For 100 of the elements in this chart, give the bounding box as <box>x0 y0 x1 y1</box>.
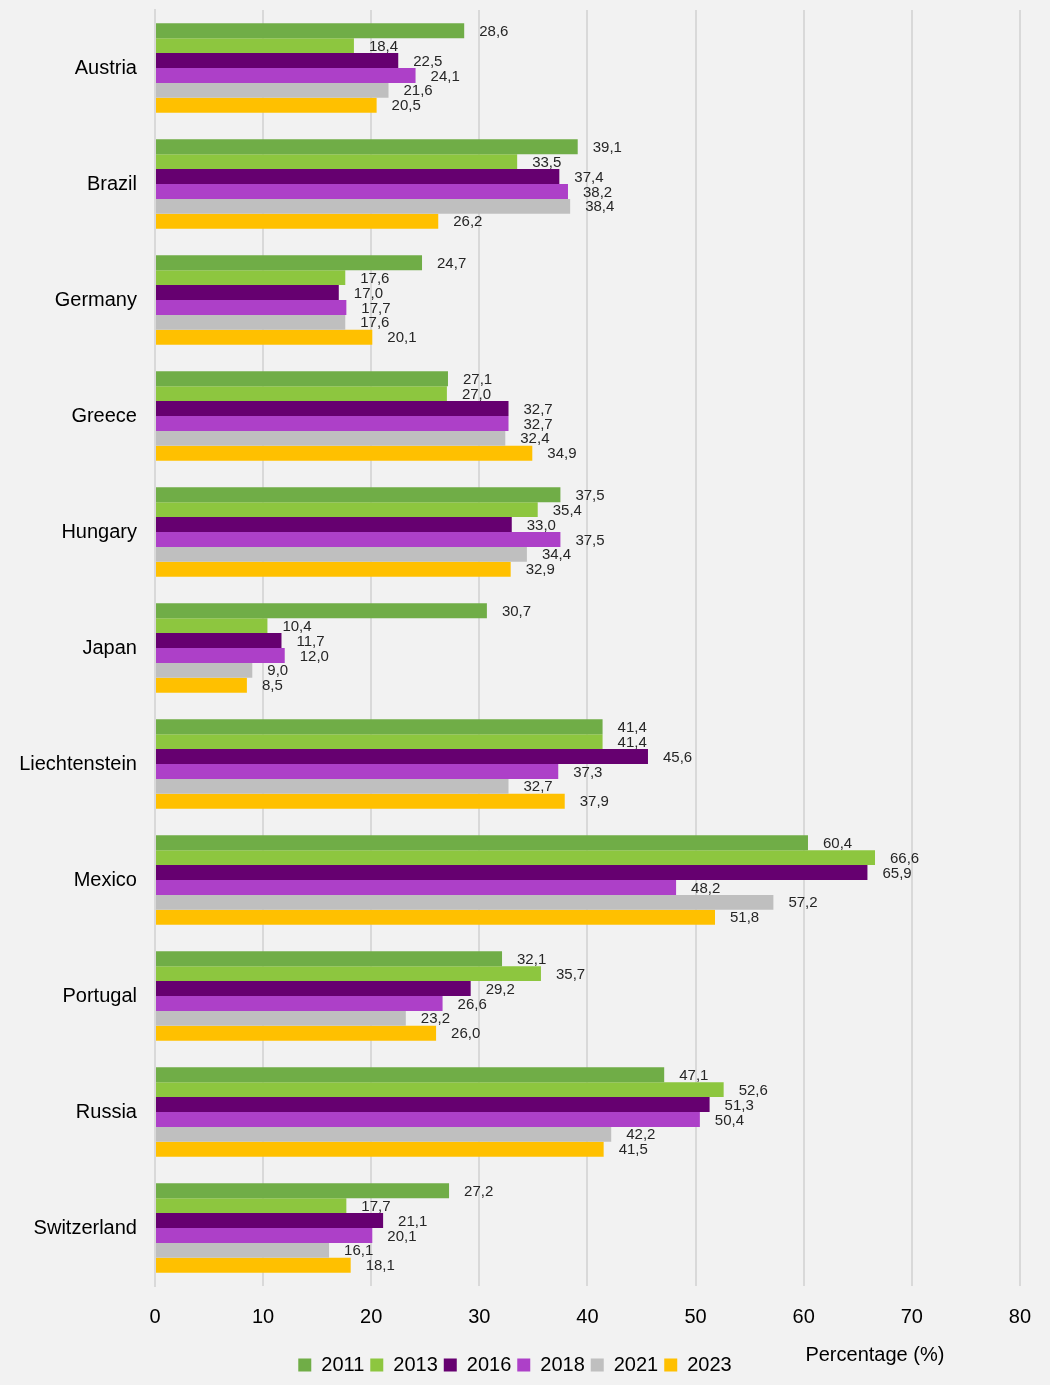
bar <box>156 764 559 779</box>
y-tick-label: Japan <box>82 635 137 658</box>
bar <box>156 648 285 663</box>
bar <box>156 53 399 68</box>
bar <box>156 662 253 678</box>
data-label: 27,2 <box>464 1181 494 1199</box>
bar <box>156 546 527 562</box>
legend-label: 2023 <box>687 1352 732 1375</box>
data-label: 26,2 <box>453 212 483 230</box>
data-label: 35,4 <box>552 500 582 518</box>
x-tick-label: 80 <box>1008 1304 1031 1327</box>
x-tick-label: 20 <box>360 1304 383 1327</box>
bar <box>156 255 423 271</box>
data-label: 20,5 <box>391 96 421 114</box>
legend-label: 2021 <box>613 1352 659 1375</box>
bar <box>156 1257 351 1273</box>
bar <box>156 966 541 982</box>
legend-label: 2011 <box>321 1352 365 1375</box>
bar <box>156 1067 665 1083</box>
data-label: 21,1 <box>398 1211 428 1229</box>
data-label: 51,8 <box>730 908 760 926</box>
bar <box>156 1126 612 1142</box>
bar <box>156 1082 724 1098</box>
y-tick-label: Germany <box>54 287 137 310</box>
x-tick-label: 10 <box>251 1304 275 1327</box>
data-label: 42,2 <box>626 1125 656 1143</box>
bar <box>156 1097 710 1112</box>
data-label: 29,2 <box>485 979 515 997</box>
x-axis-title: Percentage (%) <box>805 1342 945 1365</box>
data-label: 21,6 <box>403 81 433 99</box>
bar <box>156 517 512 532</box>
bar <box>156 719 603 735</box>
bar <box>156 951 503 967</box>
data-label: 52,6 <box>738 1080 768 1098</box>
x-tick-label: 0 <box>149 1304 161 1327</box>
data-label: 8,5 <box>261 676 283 694</box>
data-label: 27,1 <box>462 369 493 387</box>
data-label: 32,7 <box>523 414 553 432</box>
bar <box>156 198 571 214</box>
data-label: 24,7 <box>437 253 467 271</box>
data-label: 47,1 <box>679 1065 709 1083</box>
bar <box>156 502 538 518</box>
x-tick-label: 30 <box>468 1304 491 1327</box>
bar <box>156 778 509 794</box>
data-label: 33,5 <box>532 152 562 170</box>
bar <box>156 1141 604 1157</box>
bar <box>156 618 268 634</box>
data-label: 32,1 <box>517 949 547 967</box>
data-label: 57,2 <box>788 893 818 911</box>
bar <box>156 633 282 648</box>
data-label: 23,2 <box>420 1009 451 1027</box>
data-label: 32,7 <box>523 777 553 795</box>
data-label: 26,6 <box>457 994 487 1012</box>
bar <box>156 401 509 416</box>
data-label: 28,6 <box>479 21 509 39</box>
bar <box>156 1112 700 1127</box>
bar <box>156 300 347 315</box>
legend-label: 2018 <box>540 1352 585 1375</box>
bar <box>156 386 447 402</box>
data-label: 37,4 <box>574 167 604 185</box>
bar <box>156 430 506 446</box>
data-label: 22,5 <box>413 51 443 69</box>
x-tick-label: 60 <box>792 1304 815 1327</box>
bar <box>156 894 774 910</box>
bar <box>156 1010 406 1026</box>
data-label: 9,0 <box>267 661 289 679</box>
data-label: 34,4 <box>541 545 572 563</box>
bar <box>156 314 346 330</box>
data-label: 35,7 <box>555 964 586 982</box>
bar <box>156 82 389 98</box>
data-label: 20,1 <box>387 1226 417 1244</box>
data-label: 66,6 <box>890 848 920 866</box>
x-tick-label: 70 <box>900 1304 923 1327</box>
data-label: 41,5 <box>618 1140 648 1158</box>
data-label: 37,3 <box>573 762 603 780</box>
y-tick-label: Mexico <box>73 867 137 890</box>
bar <box>156 1183 450 1199</box>
x-tick-label: 50 <box>684 1304 707 1327</box>
bar <box>156 285 339 300</box>
bar <box>156 68 416 83</box>
bar <box>156 23 465 39</box>
bar <box>156 38 354 54</box>
bar <box>156 1228 373 1243</box>
bar <box>156 154 518 170</box>
bar <box>156 677 247 693</box>
data-label: 48,2 <box>691 878 721 896</box>
data-label: 17,7 <box>361 1196 391 1214</box>
y-tick-label: Greece <box>71 403 137 426</box>
data-label: 32,9 <box>525 560 555 578</box>
data-label: 34,9 <box>547 444 577 462</box>
bar <box>156 603 487 619</box>
y-tick-label: Portugal <box>62 983 137 1006</box>
bar <box>156 981 471 996</box>
data-label: 30,7 <box>501 601 532 619</box>
data-label: 41,4 <box>617 732 647 750</box>
data-label: 26,0 <box>451 1024 481 1042</box>
bar <box>156 850 876 866</box>
y-tick-label: Austria <box>74 55 138 78</box>
y-tick-label: Liechtenstein <box>19 751 137 774</box>
data-label: 17,6 <box>360 268 390 286</box>
